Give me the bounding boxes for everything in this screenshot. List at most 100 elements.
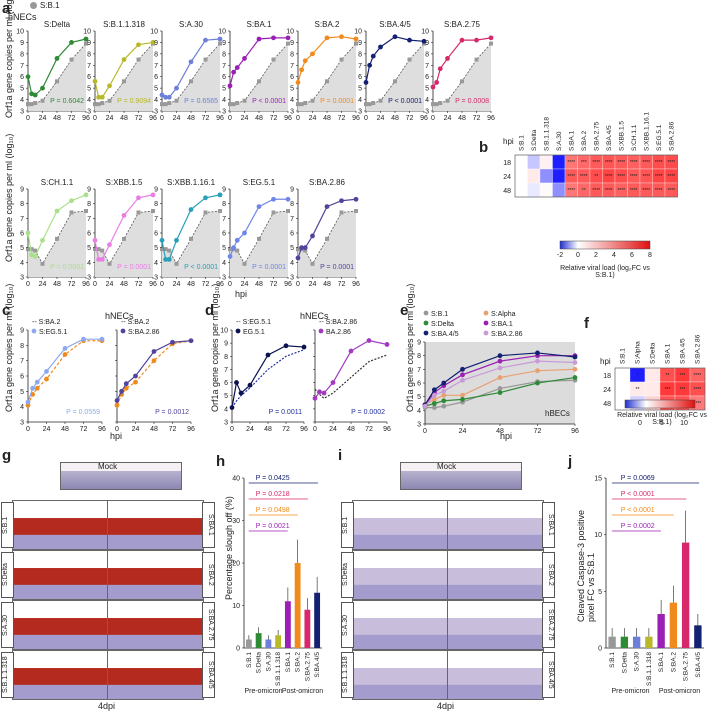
a-row1-3-ytick-label: 7 [222,63,226,70]
a-row1-6-point [459,37,465,43]
f-col-label: S:B.1 [620,348,627,364]
e-xtick-label: 24 [459,428,467,435]
a-row1-pvalue: P < 0.0001 [252,98,286,105]
e-ytick-label: 4 [417,408,421,415]
a-row1-4-point [310,51,315,57]
a-row1-4-point [339,34,344,40]
c-1-xtick-label: 96 [187,426,195,433]
a-row2-4-ytick-label: 7 [290,216,294,223]
a-row2-3-baseline-point [286,209,290,213]
a-row2-2-ytick-label: 6 [154,231,158,238]
e-point [431,387,437,393]
a-row2-4-point [302,245,308,251]
a-row2-0-ytick-label: 6 [20,231,24,238]
a-row1-3-baseline-point [242,98,247,103]
j-xtick-label: S:BA.2.75 [683,652,690,682]
a-row2-0-baseline-point [55,236,59,241]
a-row1-6-ytick-label: 6 [425,74,429,81]
c-0-ytick-label: 9 [20,328,24,335]
d-0-ytick-label: 3 [224,420,228,427]
panel-g-tile [107,650,204,700]
d-0-point [301,344,307,350]
c-legend-var-marker [120,328,126,334]
d-1-xtick-label: 72 [365,426,373,433]
f-col-label: S:BA.4/5 [680,338,687,364]
a-row2-3-ytick-label: 4 [222,260,226,267]
b-cell-stars: *** [581,160,587,166]
a-row1-4-ytick-label: 3 [290,109,294,116]
a-row2-pvalue: P = 0.0001 [252,264,286,271]
b-cell [527,154,541,170]
a-row2-2-point [163,257,169,262]
a-row1-6-ytick-label: 8 [425,51,429,58]
e-point [460,377,465,383]
a-row1-3-point [256,36,262,42]
panel-letter-g: g [2,447,12,464]
f-cbar-tick: 0 [638,420,642,427]
a-row1-1-ytick-label: 4 [87,97,91,104]
a-row2-2-point [174,237,179,243]
a-row1-6-ytick-label: 7 [425,63,429,70]
h-pvalue: P = 0.0498 [256,507,290,514]
a-row2-2-baseline-point [218,209,222,213]
a-row2-2-ytick-label: 3 [154,275,158,282]
a-row2-0-baseline-point [40,261,45,266]
a-row2-4-xtick-label: 72 [338,281,346,288]
a-row1-6-xtick-label: 0 [431,115,435,122]
a-row1-3-xtick-label: 72 [270,115,278,122]
e-point [497,358,503,364]
e-point [431,392,437,398]
h-group-pre: Pre-omicron [244,688,282,695]
a-row2-2-xtick-label: 72 [202,281,210,288]
a-row1-4-baseline-point [303,101,308,105]
a-row1-6-ytick-label: 9 [425,40,429,47]
j-pvalue: P < 0.0001 [621,491,655,498]
a-row2-4-point [295,255,301,261]
panel-g-tile [12,550,109,600]
a-row1-5-ytick-label: 6 [358,74,362,81]
j-bar [694,625,702,648]
a-row1-1-point [99,94,105,100]
b-cell-stars: **** [630,174,638,180]
a-row1-0-ytick-label: 9 [20,40,24,47]
a-row2-3-ytick-label: 6 [222,231,226,238]
a-row1-6-xtick-label: 24 [444,115,452,122]
a-row1-5-ytick-label: 10 [354,29,362,36]
c-0-point [34,385,40,391]
b-frame [514,154,678,198]
b-col-label: S:B.1 [518,135,525,151]
a-row1-5-baseline-point [393,79,397,84]
a-row2-0-point [83,192,89,198]
c-0-xtick-label: 48 [61,426,69,433]
f-cell [644,381,661,397]
e-legend-label: S:BA.1 [491,321,513,328]
a-row2-pvalue: P < 0.0001 [184,264,218,271]
panel-i-tile [352,650,449,700]
d-1-point [366,338,372,343]
c-title: hNECs [105,311,134,321]
a-row2-title: S:EG.5.1 [243,178,276,187]
a-row1-1-point [136,42,141,48]
d-1-point [317,389,322,395]
a-row1-3-ytick-label: 6 [222,74,226,81]
a-row1-5-xtick-label: 48 [391,115,399,122]
a-row1-1-point [96,94,102,100]
a-row2-4-point [339,198,344,204]
a-row2-1-ytick-label: 6 [87,231,91,238]
a-row1-2-point [163,94,169,100]
a-row2-1-point [121,213,127,218]
f-cell [614,381,631,397]
e-ytick-label: 8 [417,353,421,360]
a-row1-1-baseline-point [93,102,97,107]
a-row1-0-ytick-label: 8 [20,51,24,58]
e-point [460,397,465,402]
a-row2-0-xtick-label: 48 [53,281,61,288]
e-point [572,375,578,380]
d-pvalue: P = 0.0002 [351,409,385,416]
a-row1-5-xtick-label: 0 [364,115,368,122]
a-row1-3-baseline-point [271,57,276,62]
c-1-point [188,338,194,344]
j-ytick-label: 5 [598,589,602,596]
h-bar [294,563,301,648]
j-pvalue: P < 0.0001 [621,507,655,514]
